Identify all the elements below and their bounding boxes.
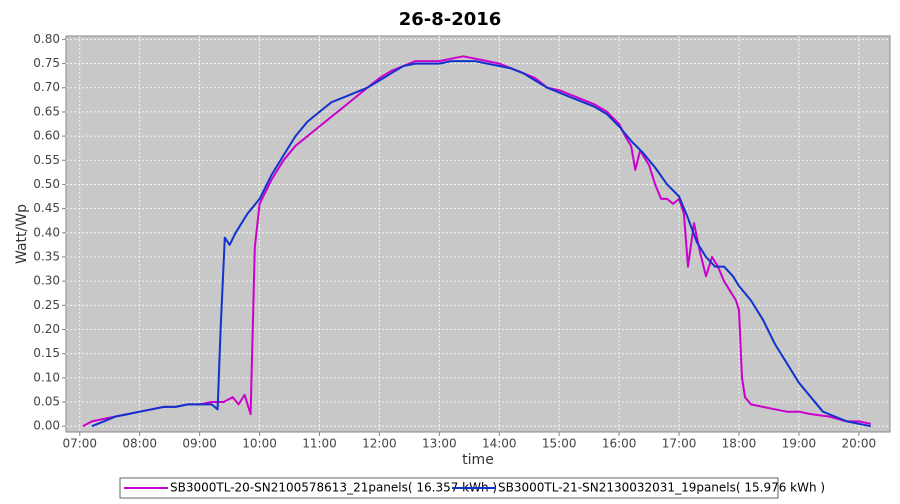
x-axis-label: time xyxy=(462,452,494,468)
x-tick-label: 08:00 xyxy=(122,437,157,451)
x-tick-label: 09:00 xyxy=(182,437,217,451)
y-tick-label: 0.10 xyxy=(33,370,60,384)
legend-label: SB3000TL-20-SN2100578613_21panels( 16.35… xyxy=(170,481,497,495)
x-tick-label: 18:00 xyxy=(722,437,757,451)
legend-label: SB3000TL-21-SN2130032031_19panels( 15.97… xyxy=(498,481,825,495)
chart-title: 26-8-2016 xyxy=(399,9,502,30)
x-tick-label: 13:00 xyxy=(422,437,457,451)
y-tick-label: 0.00 xyxy=(33,419,60,433)
plot-area xyxy=(65,35,891,433)
y-tick-label: 0.30 xyxy=(33,274,60,288)
y-tick-label: 0.15 xyxy=(33,346,60,360)
x-tick-label: 20:00 xyxy=(842,437,877,451)
y-tick-label: 0.25 xyxy=(33,298,60,312)
y-axis-label: Watt/Wp xyxy=(14,204,30,264)
y-tick-label: 0.60 xyxy=(33,129,60,143)
y-tick-label: 0.50 xyxy=(33,177,60,191)
x-tick-label: 16:00 xyxy=(602,437,637,451)
y-tick-label: 0.40 xyxy=(33,225,60,239)
x-tick-label: 12:00 xyxy=(362,437,397,451)
x-tick-label: 10:00 xyxy=(242,437,277,451)
x-tick-label: 07:00 xyxy=(62,437,97,451)
y-tick-label: 0.20 xyxy=(33,322,60,336)
x-tick-label: 14:00 xyxy=(482,437,517,451)
y-tick-label: 0.35 xyxy=(33,249,60,263)
x-tick-label: 19:00 xyxy=(782,437,817,451)
y-tick-label: 0.05 xyxy=(33,395,60,409)
series-line xyxy=(91,60,871,428)
y-tick-label: 0.70 xyxy=(33,80,60,94)
y-tick-label: 0.80 xyxy=(33,32,60,46)
legend xyxy=(119,477,779,499)
y-tick-label: 0.55 xyxy=(33,153,60,167)
y-tick-label: 0.45 xyxy=(33,201,60,215)
x-tick-label: 15:00 xyxy=(542,437,577,451)
y-tick-label: 0.65 xyxy=(33,104,60,118)
x-tick-label: 11:00 xyxy=(302,437,337,451)
series-line xyxy=(82,55,871,428)
y-tick-label: 0.75 xyxy=(33,56,60,70)
x-tick-label: 17:00 xyxy=(662,437,697,451)
